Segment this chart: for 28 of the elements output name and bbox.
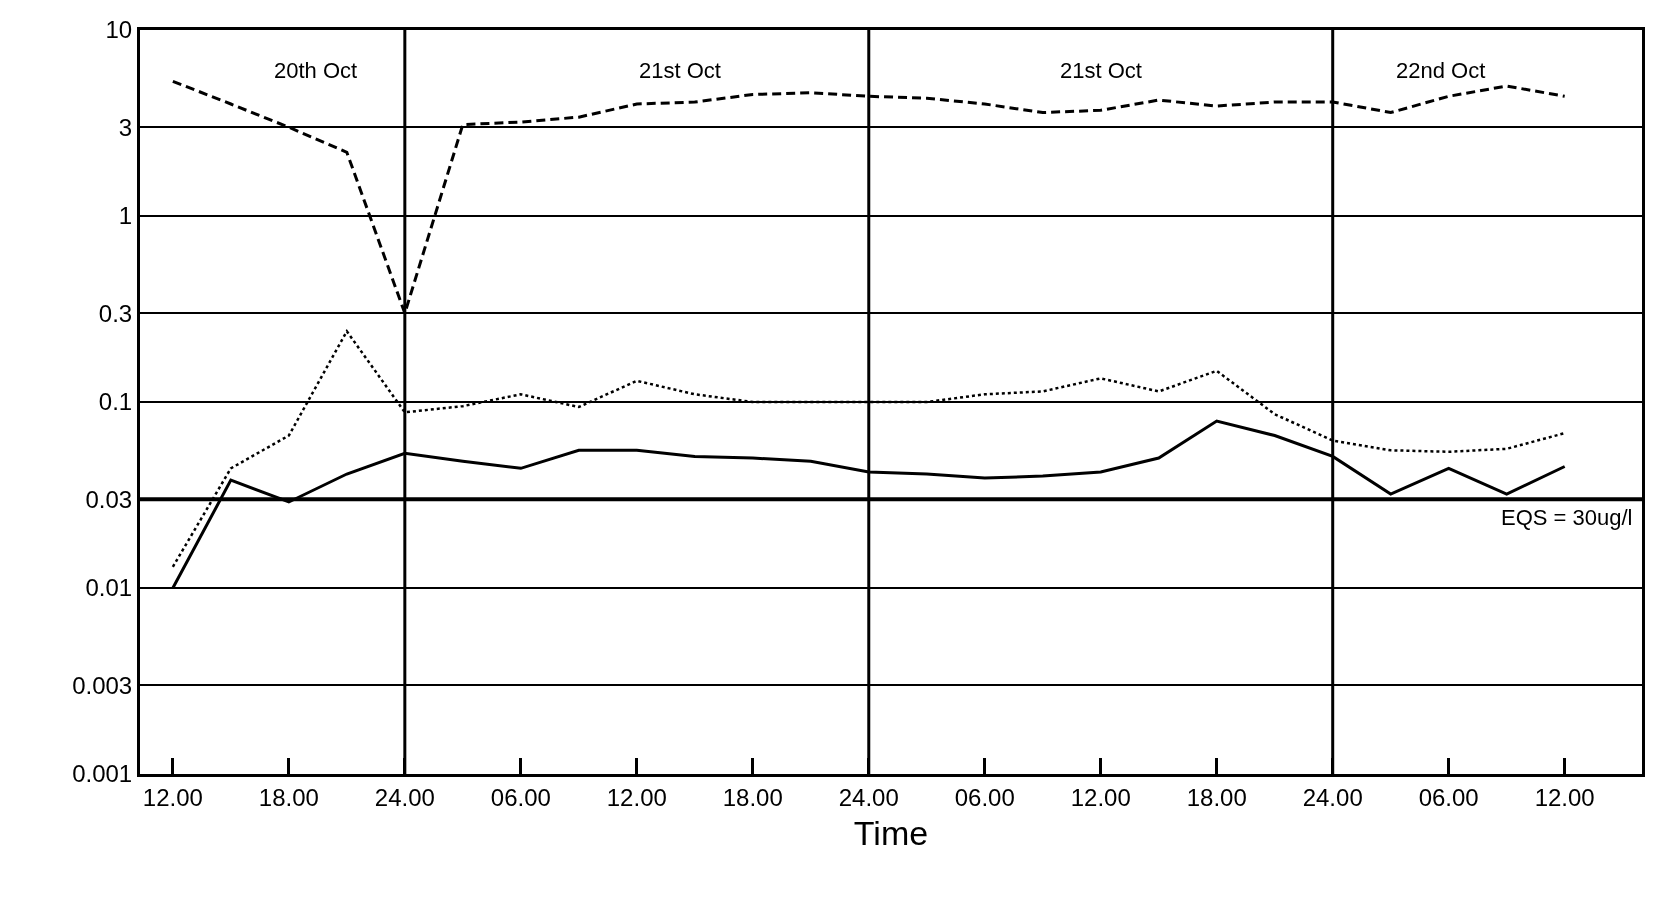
- x-tick-label: 12.00: [606, 783, 667, 811]
- x-tick-label: 18.00: [722, 783, 783, 811]
- x-tick-label: 06.00: [490, 783, 551, 811]
- x-tick-label: 06.00: [1418, 783, 1479, 811]
- x-axis-title: Time: [853, 814, 929, 853]
- y-tick-label: 0.001: [72, 760, 133, 788]
- y-tick-label: 0.03: [85, 485, 133, 513]
- annotation: 21st Oct: [1060, 58, 1142, 83]
- y-tick-label: 0.01: [85, 574, 133, 602]
- x-tick-label: 18.00: [1186, 783, 1247, 811]
- y-tick-label: 0.003: [72, 671, 133, 699]
- y-tick-label: 1: [118, 202, 133, 230]
- annotation: 20th Oct: [274, 58, 358, 83]
- annotation: 21st Oct: [639, 58, 721, 83]
- x-tick-label: 24.00: [374, 783, 435, 811]
- x-tick-label: 12.00: [142, 783, 203, 811]
- x-tick-label: 12.00: [1534, 783, 1595, 811]
- x-tick-label: 24.00: [1302, 783, 1363, 811]
- x-tick-label: 12.00: [1070, 783, 1131, 811]
- y-tick-label: 0.3: [98, 299, 133, 327]
- y-tick-label: 10: [105, 16, 133, 44]
- x-tick-label: 06.00: [954, 783, 1015, 811]
- y-tick-label: 0.1: [98, 388, 133, 416]
- x-tick-label: 24.00: [838, 783, 899, 811]
- x-tick-label: 18.00: [258, 783, 319, 811]
- ref-line-label: EQS = 30ug/l: [1501, 505, 1633, 530]
- annotation: 22nd Oct: [1396, 58, 1486, 83]
- y-tick-label: 3: [118, 113, 133, 141]
